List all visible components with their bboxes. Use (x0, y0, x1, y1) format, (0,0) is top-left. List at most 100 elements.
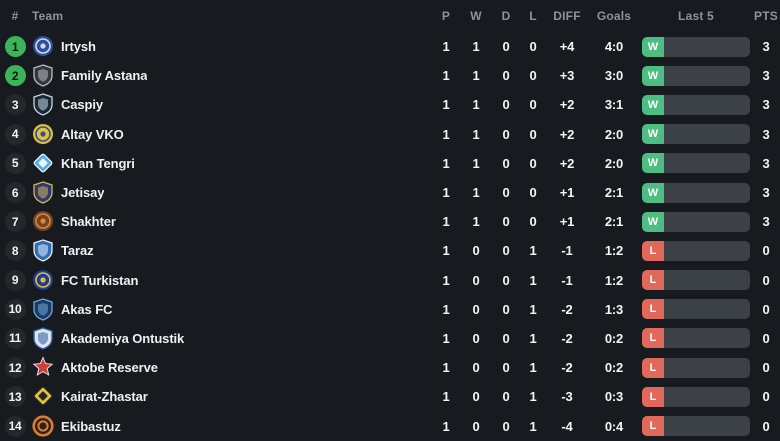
wins-value: 1 (472, 39, 480, 55)
rank-cell: 7 (0, 211, 30, 233)
team-cell[interactable]: FC Turkistan (30, 269, 432, 292)
shakhter-crest-icon (32, 210, 54, 233)
col-header-goals: Goals (596, 9, 632, 23)
table-row[interactable]: 9 FC Turkistan 1 0 0 1 -1 1:2 L 0 (0, 266, 780, 295)
last5-bar: L (642, 270, 750, 291)
draws-value: 0 (502, 126, 510, 142)
points-value: 3 (762, 39, 770, 55)
wins-value: 0 (472, 389, 480, 405)
team-name: Jetisay (61, 185, 105, 201)
last5-cell: W (640, 124, 752, 145)
table-row[interactable]: 10 Akas FC 1 0 0 1 -2 1:3 L 0 (0, 295, 780, 324)
rank-badge: 3 (4, 94, 26, 116)
team-name: Akas FC (61, 301, 113, 317)
rank-cell: 14 (0, 415, 30, 437)
rank-badge: 2 (4, 65, 26, 87)
losses-value: 0 (529, 68, 537, 84)
team-cell[interactable]: Shakhter (30, 210, 432, 233)
last5-result-badge: W (642, 65, 664, 86)
wins-value: 0 (472, 243, 480, 259)
team-cell[interactable]: Family Astana (30, 64, 432, 87)
losses-value: 1 (529, 360, 537, 376)
last5-cell: L (640, 416, 752, 437)
diff-value: -1 (561, 243, 573, 259)
col-header-played: P (441, 9, 451, 23)
team-cell[interactable]: Ekibastuz (30, 414, 432, 438)
rank-badge: 9 (4, 269, 26, 291)
wins-value: 0 (472, 360, 480, 376)
last5-bar: L (642, 299, 750, 320)
aktobe-reserve-crest-icon (32, 356, 54, 379)
table-row[interactable]: 7 Shakhter 1 1 0 0 +1 2:1 W 3 (0, 207, 780, 236)
played-value: 1 (442, 39, 450, 55)
losses-value: 1 (529, 301, 537, 317)
team-cell[interactable]: Khan Tengri (30, 152, 432, 175)
last5-cell: W (640, 94, 752, 115)
diff-value: +2 (559, 126, 575, 142)
akas-fc-crest-icon (32, 298, 54, 321)
rank-badge: 4 (4, 123, 26, 145)
team-cell[interactable]: Taraz (30, 239, 432, 263)
played-value: 1 (442, 214, 450, 230)
table-row[interactable]: 4 Altay VKO 1 1 0 0 +2 2:0 W 3 (0, 120, 780, 149)
points-value: 3 (762, 155, 770, 171)
table-row[interactable]: 12 Aktobe Reserve 1 0 0 1 -2 0:2 L 0 (0, 353, 780, 382)
table-row[interactable]: 14 Ekibastuz 1 0 0 1 -4 0:4 L 0 (0, 411, 780, 440)
table-row[interactable]: 3 Caspiy 1 1 0 0 +2 3:1 W 3 (0, 90, 780, 119)
points-value: 3 (762, 68, 770, 84)
goals-value: 1:2 (604, 243, 624, 259)
team-cell[interactable]: Akademiya Ontustik (30, 327, 432, 350)
rank-cell: 12 (0, 357, 30, 379)
losses-value: 0 (529, 155, 537, 171)
draws-value: 0 (502, 39, 510, 55)
last5-empty-track (664, 153, 750, 174)
team-cell[interactable]: Kairat-Zhastar (30, 385, 432, 408)
last5-cell: L (640, 270, 752, 291)
table-row[interactable]: 8 Taraz 1 0 0 1 -1 1:2 L 0 (0, 236, 780, 265)
wins-value: 1 (472, 185, 480, 201)
col-header-wins: W (470, 9, 482, 23)
team-cell[interactable]: Irtysh (30, 35, 432, 58)
col-header-diff: DIFF (553, 9, 581, 23)
goals-value: 1:3 (604, 301, 624, 317)
rank-badge: 7 (4, 211, 26, 233)
col-header-losses: L (529, 9, 537, 23)
team-cell[interactable]: Aktobe Reserve (30, 356, 432, 379)
rank-cell: 8 (0, 240, 30, 262)
rank-cell: 3 (0, 94, 30, 116)
table-row[interactable]: 1 Irtysh 1 1 0 0 +4 4:0 W 3 (0, 32, 780, 61)
team-cell[interactable]: Jetisay (30, 181, 432, 204)
losses-value: 1 (529, 389, 537, 405)
team-cell[interactable]: Altay VKO (30, 123, 432, 146)
team-cell[interactable]: Caspiy (30, 93, 432, 117)
losses-value: 1 (529, 243, 537, 259)
points-value: 0 (762, 389, 770, 405)
goals-value: 1:2 (604, 272, 624, 288)
table-row[interactable]: 5 Khan Tengri 1 1 0 0 +2 2:0 W 3 (0, 149, 780, 178)
points-value: 0 (762, 301, 770, 317)
wins-value: 1 (472, 155, 480, 171)
last5-result-badge: L (642, 328, 664, 349)
table-row[interactable]: 6 Jetisay 1 1 0 0 +1 2:1 W 3 (0, 178, 780, 207)
col-header-team: Team (32, 9, 64, 23)
last5-bar: W (642, 153, 750, 174)
table-row[interactable]: 2 Family Astana 1 1 0 0 +3 3:0 W 3 (0, 61, 780, 90)
table-row[interactable]: 11 Akademiya Ontustik 1 0 0 1 -2 0:2 L 0 (0, 324, 780, 353)
points-value: 3 (762, 126, 770, 142)
draws-value: 0 (502, 97, 510, 113)
points-value: 0 (762, 243, 770, 259)
losses-value: 1 (529, 418, 537, 434)
last5-bar: W (642, 65, 750, 86)
table-row[interactable]: 13 Kairat-Zhastar 1 0 0 1 -3 0:3 L 0 (0, 382, 780, 411)
last5-result-badge: W (642, 153, 664, 174)
last5-result-badge: W (642, 124, 664, 145)
last5-bar: W (642, 211, 750, 232)
diff-value: +1 (559, 185, 575, 201)
last5-empty-track (664, 65, 750, 86)
wins-value: 0 (472, 272, 480, 288)
losses-value: 0 (529, 126, 537, 142)
team-cell[interactable]: Akas FC (30, 298, 432, 321)
last5-result-badge: W (642, 182, 664, 203)
team-name: Kairat-Zhastar (61, 389, 148, 405)
